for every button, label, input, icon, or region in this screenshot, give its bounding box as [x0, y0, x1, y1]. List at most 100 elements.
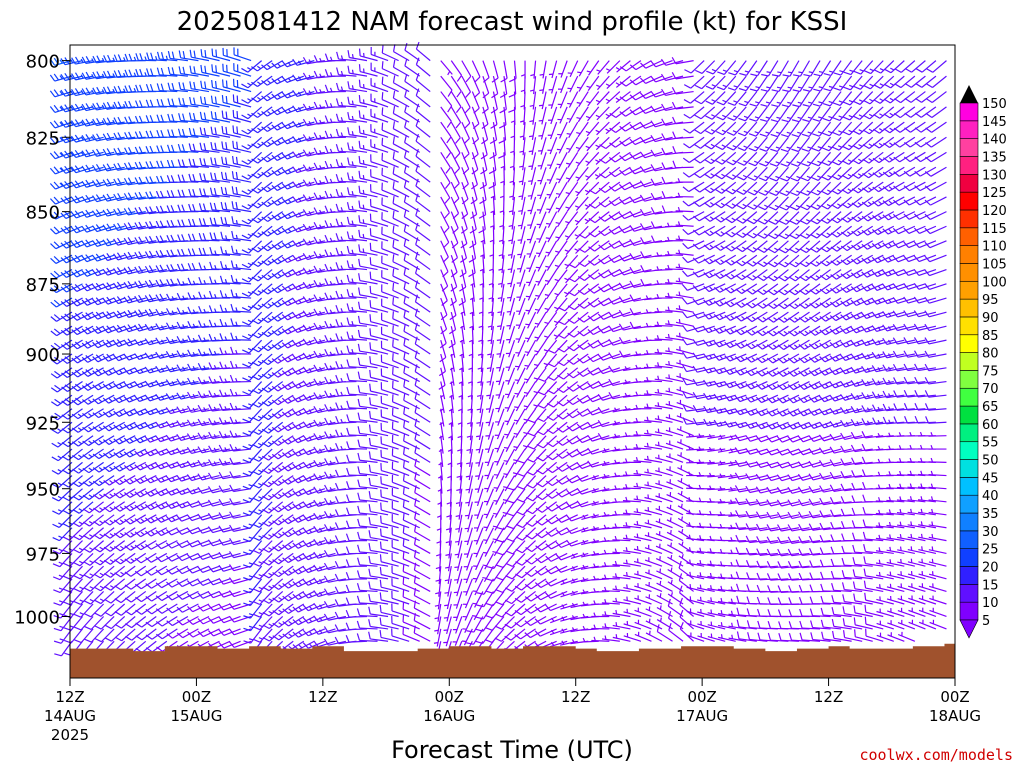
- barb-half-feather: [171, 394, 175, 400]
- barb-shaft: [191, 119, 210, 123]
- barb-half-feather: [160, 310, 165, 316]
- barb-feather: [356, 620, 361, 629]
- barb-shaft: [182, 628, 199, 639]
- barb-feather: [357, 329, 361, 338]
- barb-feather: [81, 88, 87, 96]
- barb-feather: [81, 240, 88, 248]
- barb-feather: [198, 232, 203, 241]
- barb-feather: [51, 483, 59, 489]
- barb-feather: [188, 188, 192, 197]
- barb-feather: [235, 201, 238, 210]
- barb-shaft: [338, 380, 357, 383]
- barb-feather: [334, 509, 340, 517]
- barb-feather: [144, 280, 150, 288]
- barb-feather: [145, 556, 152, 563]
- barb-feather: [64, 327, 71, 334]
- barb-feather: [213, 187, 217, 196]
- barb-feather: [81, 385, 89, 391]
- barb-feather: [346, 359, 350, 367]
- barb-feather: [187, 277, 192, 286]
- barb-feather: [155, 279, 161, 287]
- barb-feather: [281, 227, 288, 234]
- barb-shaft: [80, 603, 94, 618]
- barb-feather: [241, 292, 250, 298]
- barb-feather: [102, 411, 110, 418]
- barb-half-feather: [248, 536, 253, 540]
- barb-feather: [144, 449, 151, 457]
- barb-half-feather: [287, 328, 292, 333]
- barb-feather: [181, 128, 186, 137]
- barb-feather: [220, 261, 224, 269]
- barb-h0-p860: [50, 240, 73, 250]
- barb-feather: [144, 394, 151, 402]
- barb-h17-p835: [232, 155, 252, 168]
- barb-h25-p835: [313, 162, 336, 171]
- barb-h5-p1005: [104, 628, 126, 642]
- barb-h17-p855: [231, 216, 252, 227]
- barb-shaft: [68, 475, 83, 488]
- barb-feather: [324, 306, 329, 315]
- barb-feather: [214, 172, 217, 181]
- barb-h26-p935: [324, 444, 347, 453]
- barb-h12-p1000: [176, 615, 199, 626]
- barb-shaft: [160, 527, 178, 537]
- barb-h17-p930: [229, 430, 252, 438]
- barb-feather: [134, 207, 140, 215]
- barb-half-feather: [133, 56, 137, 62]
- barb-half-feather: [58, 574, 63, 578]
- barb-feather: [159, 250, 165, 258]
- barb-half-feather: [298, 437, 302, 442]
- barb-h5-p930: [102, 435, 125, 446]
- barb-h11-p870: [166, 264, 188, 273]
- barb-half-feather: [268, 559, 273, 564]
- barb-half-feather: [258, 469, 263, 473]
- barb-feather: [199, 127, 203, 135]
- barb-shaft: [88, 421, 104, 433]
- barb-half-feather: [161, 409, 165, 414]
- barb-feather: [335, 82, 340, 91]
- barb-half-feather: [287, 242, 292, 247]
- barb-half-feather: [140, 518, 145, 522]
- barb-feather: [106, 282, 112, 289]
- barb-feather: [156, 646, 163, 652]
- barb-feather: [50, 301, 57, 308]
- barb-half-feather: [140, 382, 144, 387]
- barb-feather: [231, 186, 235, 194]
- barb-shaft: [129, 514, 147, 525]
- barb-h4-p910: [92, 381, 115, 391]
- barb-h25-p825: [313, 132, 336, 140]
- barb-half-feather: [287, 425, 292, 430]
- barb-half-feather: [140, 531, 145, 536]
- barb-half-feather: [91, 89, 95, 94]
- barb-feather: [53, 241, 60, 248]
- barb-shaft: [88, 488, 104, 501]
- barb-feather: [324, 84, 329, 92]
- barb-half-feather: [182, 338, 186, 343]
- barb-feather: [145, 583, 152, 589]
- barb-shaft: [120, 552, 136, 565]
- barb-half-feather: [88, 440, 93, 444]
- barb-shaft: [99, 540, 115, 553]
- barb-h4-p965: [93, 527, 115, 540]
- barb-feather: [166, 159, 171, 168]
- barb-half-feather: [87, 399, 92, 403]
- barb-half-feather: [247, 113, 252, 117]
- barb-half-feather: [362, 233, 365, 239]
- barb-shaft: [138, 181, 157, 185]
- barb-feather: [114, 636, 122, 642]
- barb-shaft: [110, 578, 126, 591]
- barb-feather: [358, 200, 361, 208]
- barb-half-feather: [112, 119, 116, 124]
- barb-half-feather: [268, 508, 273, 512]
- barb-feather: [176, 515, 183, 522]
- barb-half-feather: [110, 585, 115, 589]
- barb-feather: [102, 369, 109, 376]
- barb-half-feather: [171, 503, 176, 508]
- barb-half-feather: [59, 638, 64, 641]
- barb-feather: [106, 117, 112, 125]
- barb-shaft: [108, 394, 125, 404]
- barb-shaft: [171, 603, 189, 614]
- barb-feather: [71, 285, 78, 292]
- barb-feather: [81, 211, 87, 218]
- barb-shaft: [109, 540, 126, 552]
